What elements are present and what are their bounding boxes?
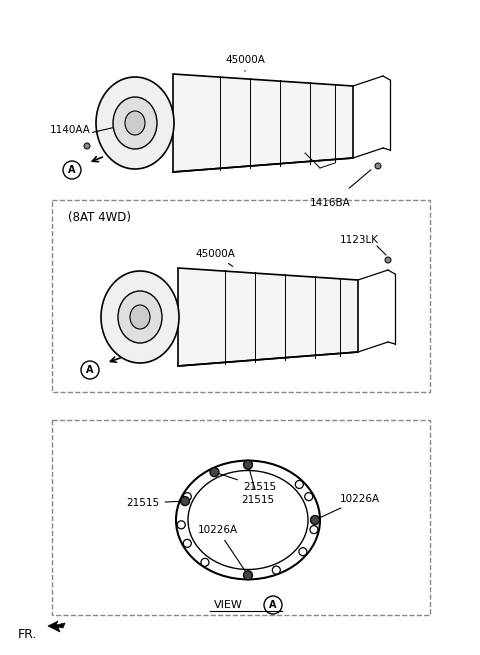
Ellipse shape: [118, 291, 162, 343]
Polygon shape: [48, 621, 65, 632]
Circle shape: [375, 163, 381, 169]
Text: A: A: [86, 365, 94, 375]
Circle shape: [385, 257, 391, 263]
Circle shape: [210, 468, 219, 477]
Circle shape: [243, 571, 252, 580]
Text: 10226A: 10226A: [198, 525, 246, 573]
Text: 1140AA: 1140AA: [50, 125, 91, 135]
Text: 10226A: 10226A: [317, 494, 380, 519]
Text: 1123LK: 1123LK: [340, 235, 379, 245]
Circle shape: [201, 558, 209, 567]
Circle shape: [272, 566, 280, 574]
Text: FR.: FR.: [18, 627, 37, 641]
Text: 21515: 21515: [217, 473, 276, 492]
Circle shape: [310, 525, 318, 534]
Circle shape: [299, 548, 307, 555]
Ellipse shape: [113, 97, 157, 149]
Ellipse shape: [101, 271, 179, 363]
Circle shape: [180, 496, 190, 506]
Text: 21515: 21515: [126, 498, 182, 508]
Circle shape: [295, 481, 303, 489]
Text: (8AT 4WD): (8AT 4WD): [68, 212, 131, 225]
Text: 45000A: 45000A: [195, 249, 235, 267]
Circle shape: [183, 539, 191, 548]
Text: 1416BA: 1416BA: [310, 198, 351, 208]
Text: 21515: 21515: [241, 468, 275, 505]
Text: A: A: [269, 600, 277, 610]
Ellipse shape: [125, 111, 145, 135]
Circle shape: [305, 493, 313, 500]
Circle shape: [243, 460, 252, 469]
Polygon shape: [178, 268, 358, 366]
Text: 45000A: 45000A: [225, 55, 265, 71]
Ellipse shape: [96, 77, 174, 169]
Ellipse shape: [130, 305, 150, 329]
Polygon shape: [173, 74, 353, 172]
Text: VIEW: VIEW: [214, 600, 243, 610]
Ellipse shape: [84, 143, 90, 149]
Circle shape: [311, 515, 320, 525]
Text: A: A: [68, 165, 76, 175]
Circle shape: [177, 521, 185, 529]
Circle shape: [183, 493, 191, 500]
